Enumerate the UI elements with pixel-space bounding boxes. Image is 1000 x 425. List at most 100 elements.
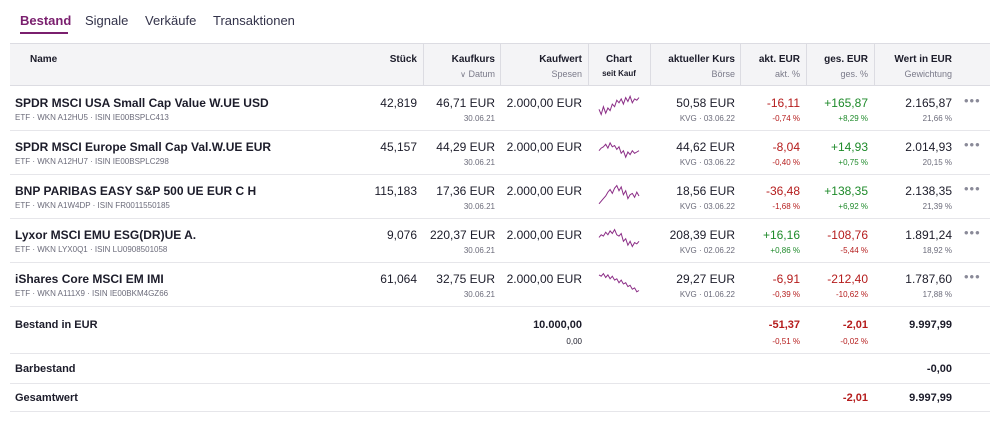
header-boerse: Börse xyxy=(711,69,735,79)
boerse-value: KVG · 02.06.22 xyxy=(679,246,735,255)
kaufdatum-value: 30.06.21 xyxy=(463,246,495,255)
table-header: Name Stück Kaufkurs ∨ Datum Kaufwert Spe… xyxy=(10,43,990,86)
active-tab-indicator xyxy=(20,32,68,34)
stueck-value: 115,183 xyxy=(374,184,418,198)
header-chart: Chart xyxy=(605,54,633,65)
header-stueck[interactable]: Stück xyxy=(389,54,417,65)
sparkline-chart[interactable] xyxy=(596,268,642,300)
cash-row: Barbestand -0,00 xyxy=(10,354,990,384)
more-options-icon[interactable]: ••• xyxy=(964,93,981,108)
header-spesen: Spesen xyxy=(551,69,582,79)
table-row[interactable]: iShares Core MSCI EM IMI ETF · WKN A111X… xyxy=(10,263,990,307)
column-divider xyxy=(740,44,741,85)
security-meta: ETF · WKN A12HU5 · ISIN IE00BSPLC413 xyxy=(15,113,169,122)
sparkline-line xyxy=(598,94,640,117)
kaufdatum-value: 30.06.21 xyxy=(463,290,495,299)
more-options-icon[interactable]: ••• xyxy=(964,269,981,284)
header-kaufwert[interactable]: Kaufwert xyxy=(539,54,582,65)
wert-value: 1.891,24 xyxy=(905,228,952,242)
header-name[interactable]: Name xyxy=(30,54,58,65)
table-row[interactable]: BNP PARIBAS EASY S&P 500 UE EUR C H ETF … xyxy=(10,175,990,219)
ges-eur-value: +165,87 xyxy=(824,96,868,110)
ges-eur-value: -108,76 xyxy=(827,228,868,242)
kaufwert-value: 2.000,00 EUR xyxy=(506,140,582,154)
sort-down-icon: ∨ xyxy=(460,70,466,79)
header-wert[interactable]: Wert in EUR xyxy=(894,54,952,65)
table-row[interactable]: SPDR MSCI USA Small Cap Value W.UE USD E… xyxy=(10,87,990,131)
summary-label: Bestand in EUR xyxy=(15,319,98,331)
sparkline-chart[interactable] xyxy=(596,92,642,124)
summary-row: Bestand in EUR 10.000,00 0,00 -51,37 -0,… xyxy=(10,310,990,354)
akt-pct-value: +0,86 % xyxy=(770,246,800,255)
akt-pct-value: -0,74 % xyxy=(772,114,800,123)
column-divider xyxy=(806,44,807,85)
stueck-value: 42,819 xyxy=(380,96,417,110)
total-wert: 9.997,99 xyxy=(909,392,952,404)
kaufwert-value: 2.000,00 EUR xyxy=(506,184,582,198)
table-row[interactable]: SPDR MSCI Europe Small Cap Val.W.UE EUR … xyxy=(10,131,990,175)
security-name[interactable]: BNP PARIBAS EASY S&P 500 UE EUR C H xyxy=(15,184,257,198)
cash-label: Barbestand xyxy=(15,363,76,375)
stueck-value: 9,076 xyxy=(386,228,417,242)
header-kaufkurs[interactable]: Kaufkurs xyxy=(451,54,495,65)
akt-pct-value: -0,40 % xyxy=(772,158,800,167)
header-gewichtung: Gewichtung xyxy=(904,69,952,79)
tab-transaktionen[interactable]: Transaktionen xyxy=(213,13,295,28)
tab-bestand[interactable]: Bestand xyxy=(20,13,72,28)
stueck-value: 61,064 xyxy=(380,272,417,286)
column-divider xyxy=(650,44,651,85)
wert-value: 2.014,93 xyxy=(905,140,952,154)
security-name[interactable]: SPDR MSCI Europe Small Cap Val.W.UE EUR xyxy=(15,140,272,154)
gewichtung-value: 21,39 % xyxy=(922,202,952,211)
kaufwert-value: 2.000,00 EUR xyxy=(506,96,582,110)
aktueller-kurs-value: 18,56 EUR xyxy=(676,184,735,198)
gewichtung-value: 20,15 % xyxy=(922,158,952,167)
tab-verkaeufe[interactable]: Verkäufe xyxy=(145,13,197,28)
column-divider xyxy=(500,44,501,85)
ges-pct-value: +8,29 % xyxy=(838,114,868,123)
stueck-value: 45,157 xyxy=(380,140,417,154)
kaufdatum-value: 30.06.21 xyxy=(463,114,495,123)
header-akt-eur[interactable]: akt. EUR xyxy=(758,54,800,65)
table-row[interactable]: Lyxor MSCI EMU ESG(DR)UE A. ETF · WKN LY… xyxy=(10,219,990,263)
kaufdatum-value: 30.06.21 xyxy=(463,202,495,211)
aktueller-kurs-value: 208,39 EUR xyxy=(669,228,735,242)
security-meta: ETF · WKN A1W4DP · ISIN FR0011550185 xyxy=(15,201,170,210)
wert-value: 2.165,87 xyxy=(905,96,952,110)
header-aktueller-kurs[interactable]: aktueller Kurs xyxy=(668,54,735,65)
more-options-icon[interactable]: ••• xyxy=(964,225,981,240)
aktueller-kurs-value: 50,58 EUR xyxy=(676,96,735,110)
sparkline-chart[interactable] xyxy=(596,224,642,256)
boerse-value: KVG · 03.06.22 xyxy=(679,114,735,123)
sparkline-line xyxy=(598,228,640,248)
security-name[interactable]: Lyxor MSCI EMU ESG(DR)UE A. xyxy=(15,228,197,242)
akt-eur-value: -6,91 xyxy=(772,272,800,286)
header-datum[interactable]: ∨ Datum xyxy=(430,69,495,79)
sparkline-chart[interactable] xyxy=(596,180,642,212)
summary-ges-eur: -2,01 xyxy=(842,319,868,331)
gewichtung-value: 17,88 % xyxy=(922,290,952,299)
boerse-value: KVG · 01.06.22 xyxy=(679,290,735,299)
header-ges-eur[interactable]: ges. EUR xyxy=(824,54,868,65)
sparkline-line xyxy=(598,184,640,205)
gewichtung-value: 18,92 % xyxy=(922,246,952,255)
kaufdatum-value: 30.06.21 xyxy=(463,158,495,167)
kaufkurs-value: 17,36 EUR xyxy=(436,184,495,198)
security-name[interactable]: SPDR MSCI USA Small Cap Value W.UE USD xyxy=(15,96,269,110)
ges-pct-value: +6,92 % xyxy=(838,202,868,211)
summary-akt-eur: -51,37 xyxy=(768,319,800,331)
total-row: Gesamtwert -2,01 9.997,99 xyxy=(10,384,990,412)
akt-eur-value: -8,04 xyxy=(772,140,800,154)
tab-signale[interactable]: Signale xyxy=(85,13,129,28)
sparkline-line xyxy=(598,141,640,159)
akt-eur-value: +16,16 xyxy=(762,228,800,242)
ges-eur-value: +138,35 xyxy=(824,184,868,198)
more-options-icon[interactable]: ••• xyxy=(964,137,981,152)
more-options-icon[interactable]: ••• xyxy=(964,181,981,196)
sparkline-chart[interactable] xyxy=(596,136,642,168)
akt-pct-value: -0,39 % xyxy=(772,290,800,299)
kaufkurs-value: 32,75 EUR xyxy=(436,272,495,286)
header-akt-pct: akt. % xyxy=(774,69,800,79)
security-name[interactable]: iShares Core MSCI EM IMI xyxy=(15,272,164,286)
gewichtung-value: 21,66 % xyxy=(922,114,952,123)
